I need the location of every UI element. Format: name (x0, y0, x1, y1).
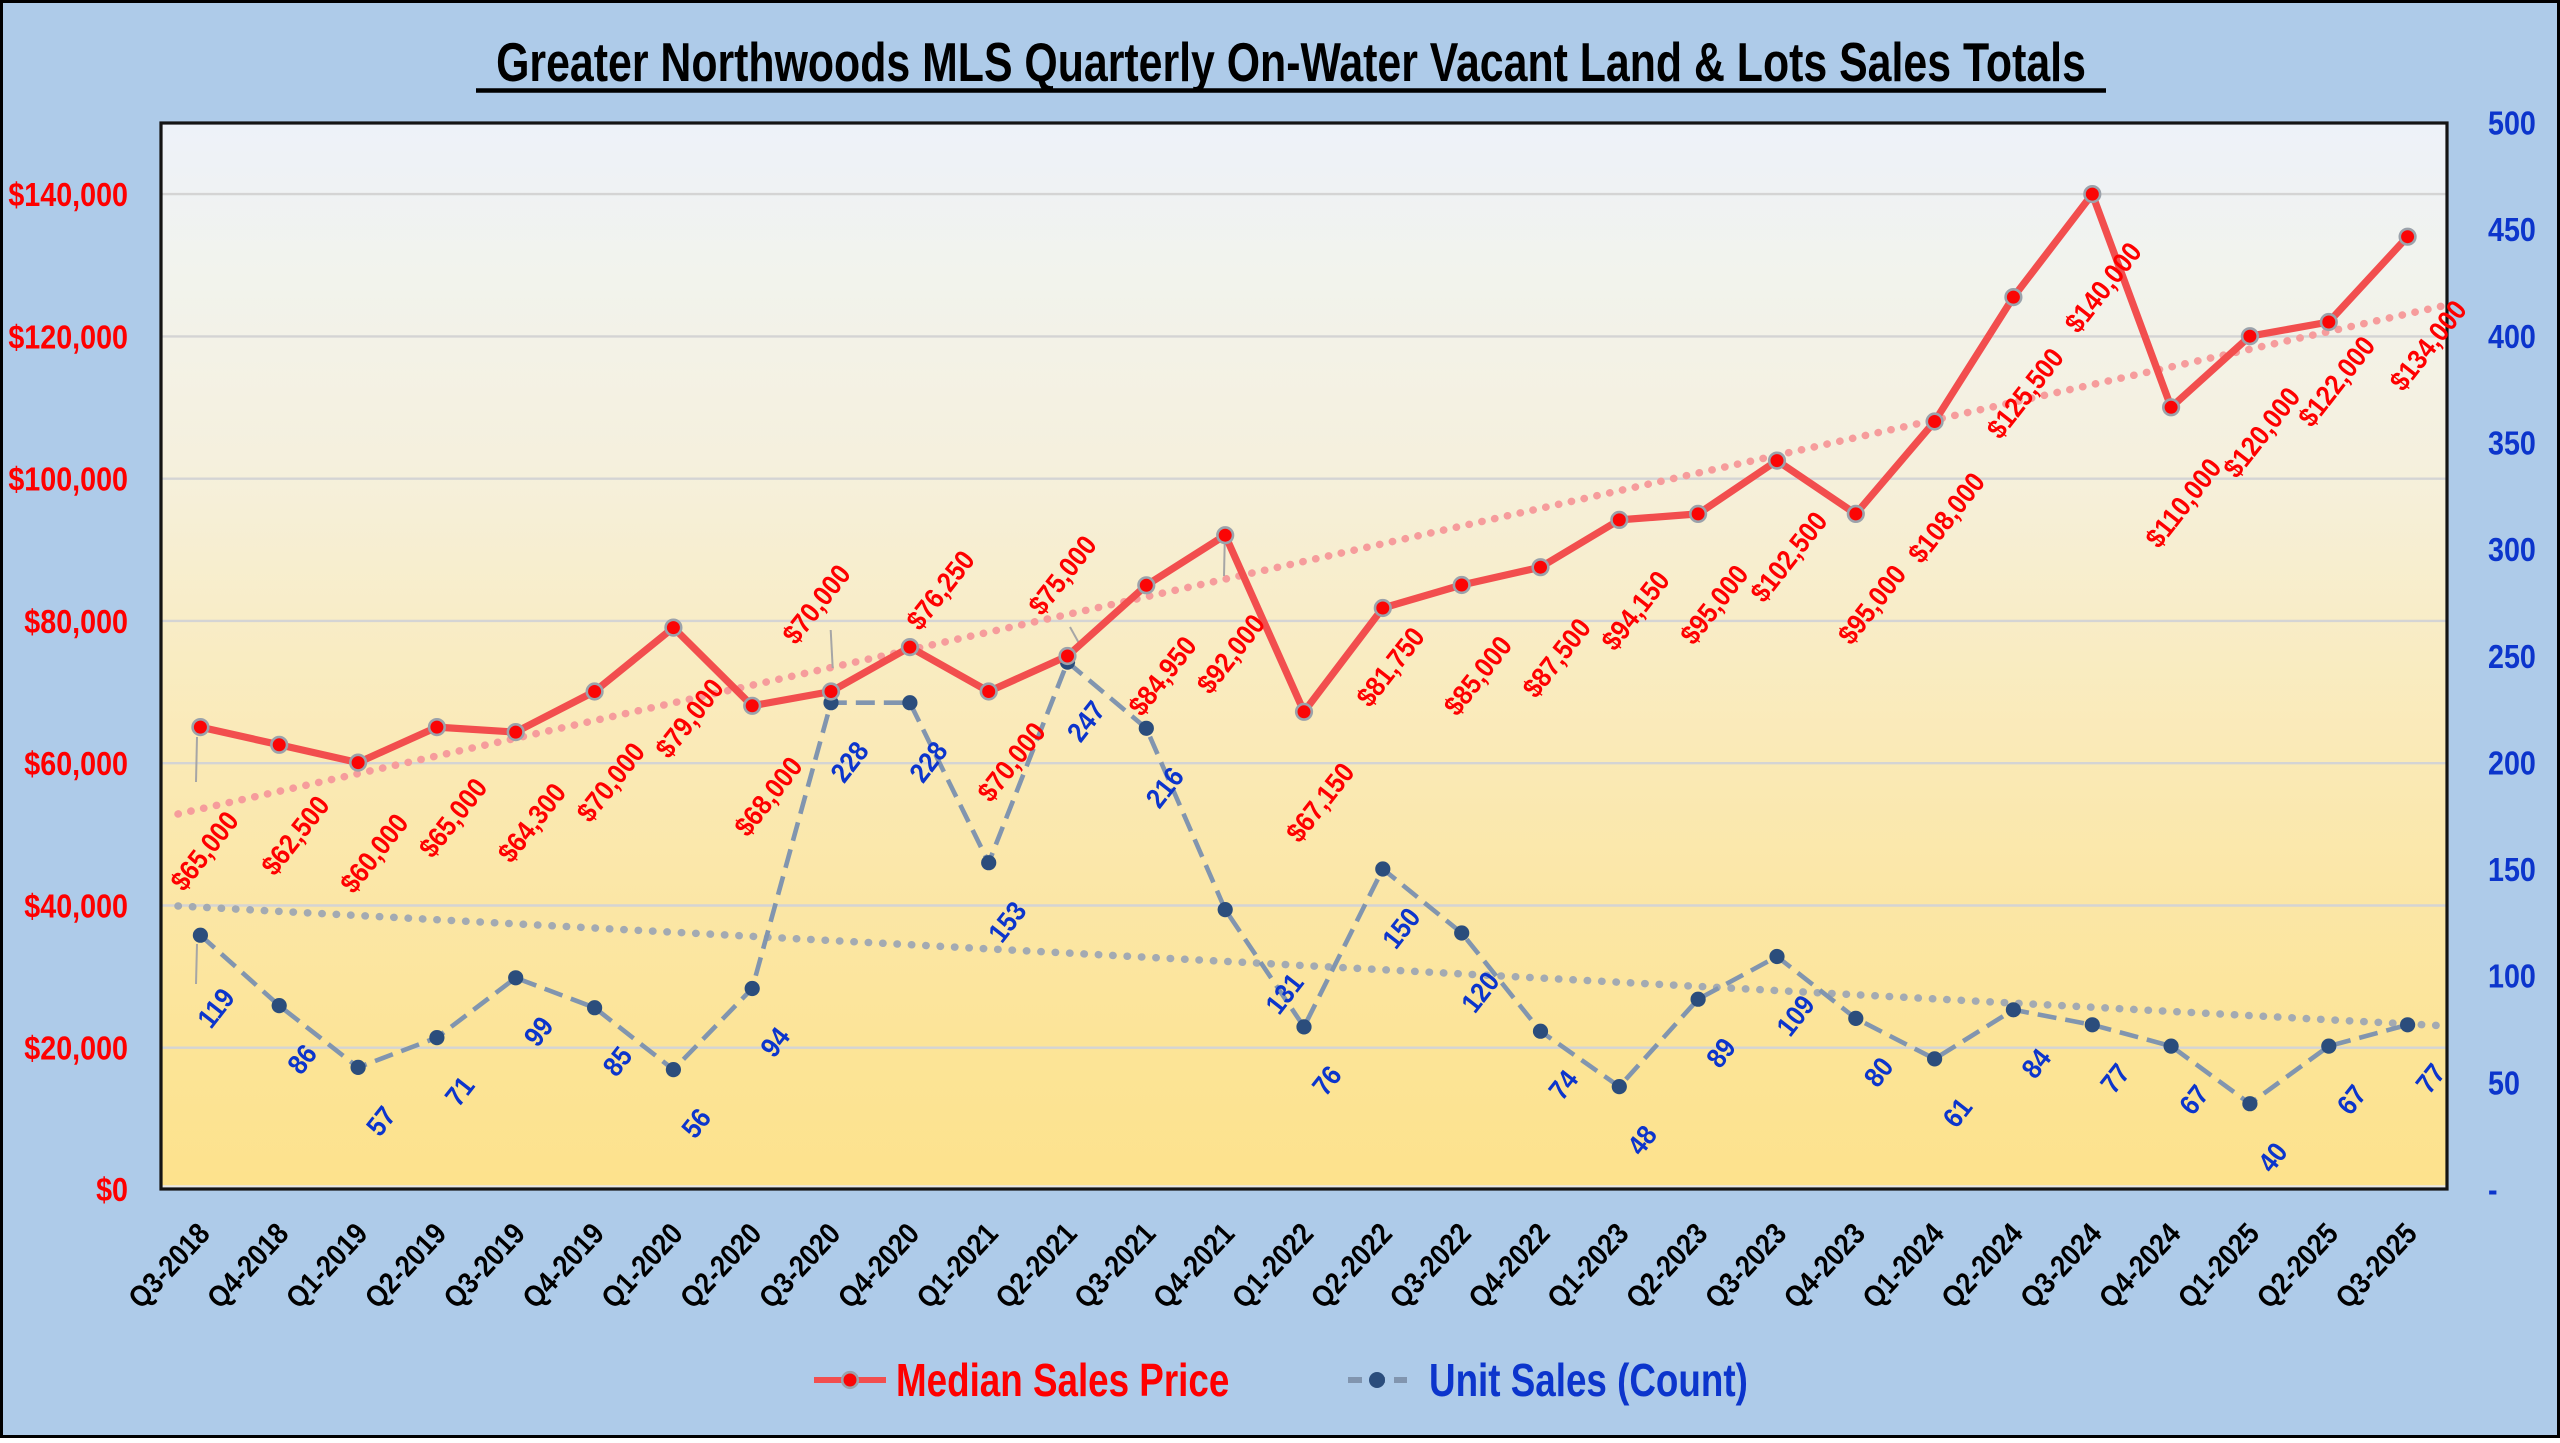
svg-text:200: 200 (2488, 745, 2536, 782)
svg-text:400: 400 (2488, 318, 2536, 355)
svg-text:-: - (2488, 1171, 2498, 1208)
svg-text:$100,000: $100,000 (8, 461, 128, 498)
svg-text:500: 500 (2488, 105, 2536, 142)
svg-text:$0: $0 (96, 1171, 128, 1208)
svg-text:Median Sales Price: Median Sales Price (896, 1354, 1229, 1406)
svg-text:300: 300 (2488, 531, 2536, 568)
svg-text:$80,000: $80,000 (24, 603, 128, 640)
svg-text:450: 450 (2488, 211, 2536, 248)
svg-text:$20,000: $20,000 (24, 1030, 128, 1067)
svg-text:100: 100 (2488, 958, 2536, 995)
svg-text:250: 250 (2488, 638, 2536, 675)
svg-text:$140,000: $140,000 (8, 176, 128, 213)
svg-text:$60,000: $60,000 (24, 745, 128, 782)
svg-text:150: 150 (2488, 851, 2536, 888)
svg-text:Unit Sales (Count): Unit Sales (Count) (1429, 1354, 1748, 1406)
svg-text:50: 50 (2488, 1064, 2520, 1101)
svg-text:350: 350 (2488, 425, 2536, 462)
svg-text:$40,000: $40,000 (24, 888, 128, 925)
svg-text:$120,000: $120,000 (8, 319, 128, 356)
svg-text:Greater Northwoods MLS Quarter: Greater Northwoods MLS Quarterly On-Wate… (496, 32, 2086, 93)
